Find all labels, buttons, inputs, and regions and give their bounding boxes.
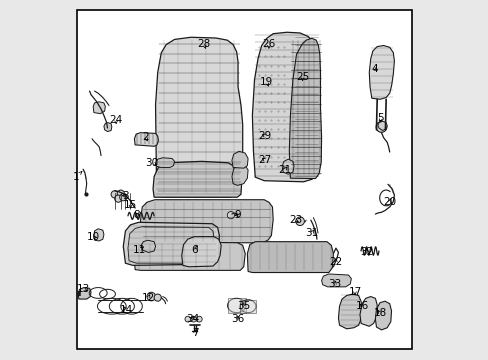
Polygon shape: [227, 298, 245, 313]
Circle shape: [375, 122, 386, 132]
Polygon shape: [140, 200, 273, 243]
Circle shape: [117, 190, 124, 197]
Text: 28: 28: [197, 40, 210, 49]
Polygon shape: [252, 32, 320, 182]
Text: 22: 22: [328, 257, 342, 267]
Circle shape: [184, 316, 190, 322]
Text: 2: 2: [142, 132, 149, 142]
Polygon shape: [134, 133, 158, 146]
Polygon shape: [134, 242, 244, 270]
Text: 19: 19: [260, 77, 273, 87]
Text: 29: 29: [258, 131, 271, 141]
Polygon shape: [231, 165, 247, 185]
Polygon shape: [247, 242, 333, 273]
Text: 12: 12: [142, 293, 155, 303]
Text: 14: 14: [119, 305, 133, 315]
Polygon shape: [338, 294, 362, 329]
Text: 25: 25: [295, 72, 308, 82]
Text: 1: 1: [73, 172, 79, 182]
Text: 35: 35: [237, 301, 250, 311]
Text: 8: 8: [133, 210, 139, 220]
Polygon shape: [153, 161, 241, 197]
Circle shape: [147, 292, 155, 301]
Text: 5: 5: [377, 113, 383, 123]
Polygon shape: [377, 121, 386, 131]
Text: 36: 36: [231, 314, 244, 324]
Polygon shape: [93, 102, 105, 114]
Polygon shape: [282, 159, 293, 174]
Text: 26: 26: [262, 40, 275, 49]
Circle shape: [196, 316, 202, 322]
Text: 27: 27: [258, 155, 271, 165]
Text: 30: 30: [145, 158, 158, 168]
Polygon shape: [368, 45, 394, 99]
Text: 32: 32: [360, 247, 373, 257]
Polygon shape: [123, 222, 219, 265]
Polygon shape: [375, 301, 391, 330]
Text: 17: 17: [347, 287, 361, 297]
Polygon shape: [231, 151, 247, 168]
Text: 23: 23: [288, 215, 302, 225]
Polygon shape: [240, 300, 255, 313]
Text: 6: 6: [191, 245, 198, 255]
Circle shape: [115, 195, 122, 202]
Text: 7: 7: [191, 328, 198, 338]
FancyBboxPatch shape: [77, 10, 411, 348]
Polygon shape: [141, 240, 155, 252]
Text: 9: 9: [234, 210, 241, 220]
Polygon shape: [104, 123, 112, 132]
Circle shape: [154, 294, 161, 301]
Circle shape: [227, 212, 234, 219]
Text: 31: 31: [305, 228, 318, 238]
Text: 15: 15: [123, 200, 137, 210]
Text: 33: 33: [327, 279, 341, 289]
Polygon shape: [182, 237, 221, 267]
Text: 21: 21: [278, 165, 291, 175]
Polygon shape: [359, 297, 376, 326]
Text: 18: 18: [373, 309, 386, 318]
Polygon shape: [78, 288, 91, 299]
Text: 13: 13: [77, 284, 90, 294]
Polygon shape: [155, 158, 174, 167]
Text: 10: 10: [86, 232, 100, 242]
Text: 24: 24: [109, 115, 122, 125]
Circle shape: [295, 217, 304, 226]
Polygon shape: [128, 226, 214, 263]
Circle shape: [111, 191, 118, 198]
Circle shape: [120, 194, 126, 201]
Circle shape: [190, 316, 196, 322]
Text: 20: 20: [383, 197, 395, 207]
Polygon shape: [155, 37, 242, 197]
Text: 3: 3: [122, 191, 128, 201]
Text: 4: 4: [370, 64, 377, 74]
Polygon shape: [321, 274, 351, 287]
Text: 34: 34: [185, 314, 199, 324]
Text: 11: 11: [133, 245, 146, 255]
Polygon shape: [289, 39, 321, 179]
Polygon shape: [94, 229, 104, 241]
Text: 16: 16: [355, 301, 368, 311]
